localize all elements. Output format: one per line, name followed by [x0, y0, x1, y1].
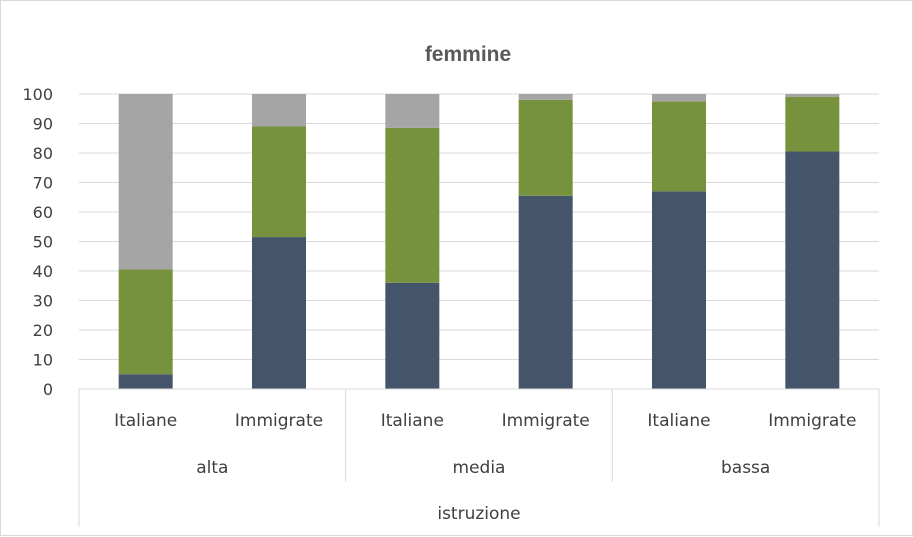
- bar-segment-2: [652, 101, 706, 192]
- chart-title: femmine: [425, 43, 511, 66]
- y-tick-label: 80: [33, 144, 53, 163]
- bar-segment-1: [252, 237, 306, 389]
- y-tick-label: 40: [33, 262, 53, 281]
- x-category-label: Immigrate: [502, 411, 590, 431]
- bars: [118, 94, 840, 389]
- bar-segment-1: [118, 374, 173, 389]
- bar-segment-2: [785, 96, 840, 152]
- x-category-label: Immigrate: [768, 411, 856, 431]
- x-category-label: Italiane: [114, 411, 177, 431]
- bar-segment-2: [118, 269, 173, 375]
- gridlines: [79, 93, 879, 360]
- bar-segment-1: [518, 195, 573, 389]
- x-category-label: Italiane: [647, 411, 710, 431]
- x-category-label: Italiane: [381, 411, 444, 431]
- x-group-label: media: [453, 458, 506, 478]
- y-axis: 0 10 20 30 40 50 60 70 80 90 100: [22, 85, 53, 399]
- x-axis: Italiane Immigrate Italiane Immigrate Italia…: [78, 388, 880, 527]
- x-group-label: bassa: [721, 458, 770, 478]
- x-axis-title: istruzione: [437, 504, 520, 524]
- y-tick-label: 100: [22, 85, 53, 104]
- bar-segment-1: [785, 151, 840, 389]
- bar-segment-3: [252, 94, 306, 127]
- y-tick-label: 70: [33, 174, 53, 193]
- x-group-label: alta: [196, 458, 228, 478]
- y-tick-label: 50: [33, 233, 53, 252]
- bar-segment-2: [518, 99, 573, 196]
- y-tick-label: 90: [33, 115, 53, 134]
- y-tick-label: 0: [43, 380, 53, 399]
- bar-segment-3: [518, 94, 573, 100]
- y-tick-label: 10: [33, 351, 53, 370]
- x-category-label: Immigrate: [235, 411, 323, 431]
- bar-segment-1: [652, 191, 706, 389]
- y-tick-label: 60: [33, 203, 53, 222]
- bar-segment-2: [385, 127, 440, 283]
- bar-segment-3: [118, 94, 173, 270]
- y-tick-label: 30: [33, 292, 53, 311]
- bar-segment-3: [385, 94, 440, 128]
- bar-segment-1: [385, 282, 440, 389]
- bar-segment-2: [252, 126, 306, 238]
- y-tick-label: 20: [33, 321, 53, 340]
- bar-segment-3: [785, 94, 840, 97]
- bar-segment-3: [652, 94, 706, 102]
